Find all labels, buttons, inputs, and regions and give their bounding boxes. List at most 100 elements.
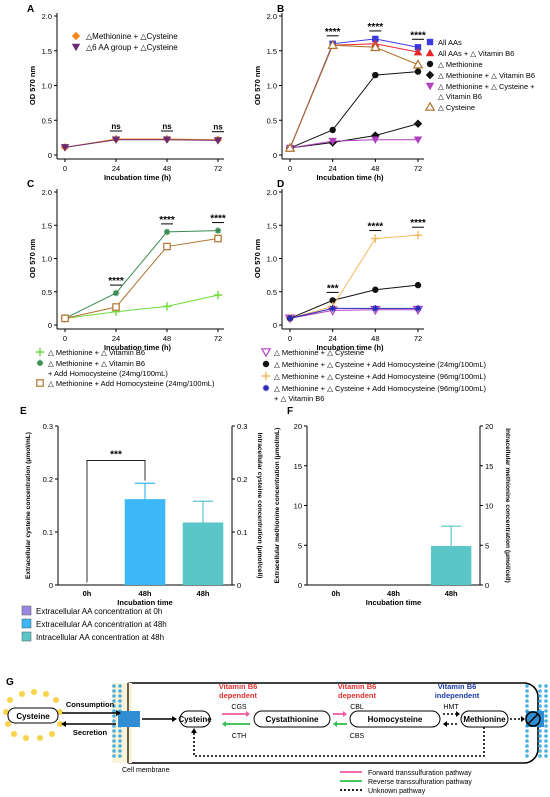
y-tick-label: 0.5	[42, 116, 52, 125]
data-point	[329, 297, 336, 304]
x-tick-label: 48h	[139, 589, 152, 598]
membrane-dot	[112, 749, 116, 753]
blocked-icon	[525, 711, 541, 727]
y-tick-label-right: 0.1	[237, 528, 247, 537]
x-tick-label: 48h	[445, 589, 458, 598]
consumption-arrowhead	[116, 710, 121, 716]
data-point	[112, 303, 120, 311]
data-point	[329, 305, 336, 312]
series-line-4	[289, 139, 418, 149]
y-tick-label-right: 15	[485, 462, 493, 471]
membrane-dot	[538, 684, 542, 688]
membrane-dot	[544, 749, 548, 753]
membrane-dot	[538, 749, 542, 753]
unknown-arrowhead	[456, 711, 460, 717]
cysteine-dot	[31, 689, 37, 695]
series-line-3	[289, 123, 419, 149]
data-point	[60, 144, 70, 152]
x-tick-label: 0	[288, 164, 292, 173]
pathway-node	[253, 710, 331, 728]
enzyme-cth: CTH	[232, 733, 246, 740]
y-axis-label: OD 570 nm	[28, 66, 37, 106]
significance-label: ns	[162, 122, 172, 131]
data-point	[162, 302, 172, 311]
y-tick-label: 0.5	[267, 288, 277, 297]
membrane-dot	[112, 709, 116, 713]
legend-label: All AAs	[438, 38, 462, 47]
line-chart-d: D 0 0.5 1.0 1.5 2.0 0 24 48 72 Incubation time (h)…	[253, 179, 426, 352]
vitamin-b6-sublabel: dependent	[338, 691, 376, 700]
membrane-dot	[118, 739, 122, 743]
cysteine-dot	[5, 721, 11, 727]
membrane-dot	[544, 754, 548, 758]
membrane-dot	[544, 704, 548, 708]
x-tick-label: 0h	[331, 589, 340, 598]
data-point	[163, 228, 171, 236]
legend-marker	[424, 101, 436, 111]
significance-bracket	[86, 460, 146, 583]
legend-label: △ Methionine + △ Vitamin B6	[438, 71, 535, 80]
reverse-arrowhead	[333, 721, 337, 727]
x-tick-label: 48	[371, 164, 379, 173]
data-point	[372, 71, 379, 79]
enzyme-hmt: HMT	[443, 704, 459, 711]
enzyme-cbs: CBS	[350, 733, 365, 740]
legend-marker	[262, 384, 270, 392]
membrane-dot	[538, 689, 542, 693]
y-tick-label: 2.0	[42, 188, 52, 197]
data-point	[414, 305, 422, 312]
legend-swatch	[21, 618, 32, 629]
y-tick-label: 0	[298, 581, 302, 590]
data-point	[286, 315, 294, 322]
line-chart-b: B 0 0.5 1.0 1.5 2.0 0 24 48 72 Incubation time (h)…	[253, 4, 426, 182]
y-tick-label: 0	[273, 151, 277, 160]
legend-marker	[261, 371, 271, 381]
significance-label: ***	[110, 449, 122, 460]
membrane-dot	[525, 684, 529, 688]
membrane-dot	[538, 704, 542, 708]
legend-label: △ Methionine + △ Cysteine + Add Homocyst…	[274, 384, 487, 393]
y-axis-label-right: Intracellular methionine concentration (…	[504, 428, 511, 583]
membrane-dot	[544, 689, 548, 693]
pathway-legend-label: Forward transsulfuration pathway	[368, 770, 472, 777]
y-tick-label: 0.5	[42, 288, 52, 297]
panel-label-f: F	[287, 406, 293, 417]
series-line-2	[289, 234, 419, 319]
membrane-dot	[112, 714, 116, 718]
significance-label: ns	[111, 122, 121, 131]
membrane-dot	[544, 714, 548, 718]
series-line-1	[289, 43, 419, 149]
y-tick-label-right: 5	[485, 541, 489, 550]
cysteine-dot	[53, 697, 59, 703]
membrane-dot	[544, 709, 548, 713]
y-axis-label: Extracellular methionine concentration (…	[274, 428, 281, 584]
series-line-2	[289, 71, 419, 149]
legend-label-cont: △ Vitamin B6	[438, 92, 482, 101]
data-point	[371, 136, 380, 144]
x-tick-label: 24	[112, 164, 120, 173]
x-tick-label: 48	[163, 334, 171, 343]
y-tick-label: 2.0	[42, 12, 52, 21]
line-chart-a: A 0 0.5 1.0 1.5 2.0 0 24 48 72 Incubation time (h)…	[27, 4, 224, 182]
membrane-dot	[538, 734, 542, 738]
panel-label-g: G	[6, 677, 14, 688]
y-tick-label-right: 0	[237, 581, 241, 590]
bar-chart-e: E0 00.1 0.10.2 0.20.3 0.30h 48h 48hIncubation …	[20, 406, 263, 607]
significance-label: ****	[368, 22, 384, 33]
pathway-node	[179, 710, 211, 728]
membrane-dot	[112, 694, 116, 698]
y-tick-label: 0	[49, 581, 53, 590]
membrane-dot	[112, 704, 116, 708]
y-tick-label: 1.5	[42, 221, 52, 230]
legend-label: Extracellular AA concentration at 0h	[36, 607, 162, 616]
data-point	[328, 137, 337, 146]
y-tick-label: 1.0	[42, 255, 52, 264]
membrane-dot	[118, 729, 122, 733]
significance-label: ****	[325, 27, 341, 38]
legend-label: △ Methionine + Add Homocysteine (24mg/10…	[48, 379, 215, 388]
y-tick-label: 5	[298, 541, 302, 550]
membrane-dot	[118, 684, 122, 688]
panel-label-e: E	[20, 406, 27, 417]
y-tick-label: 0.5	[267, 116, 277, 125]
membrane-dot	[112, 719, 116, 723]
